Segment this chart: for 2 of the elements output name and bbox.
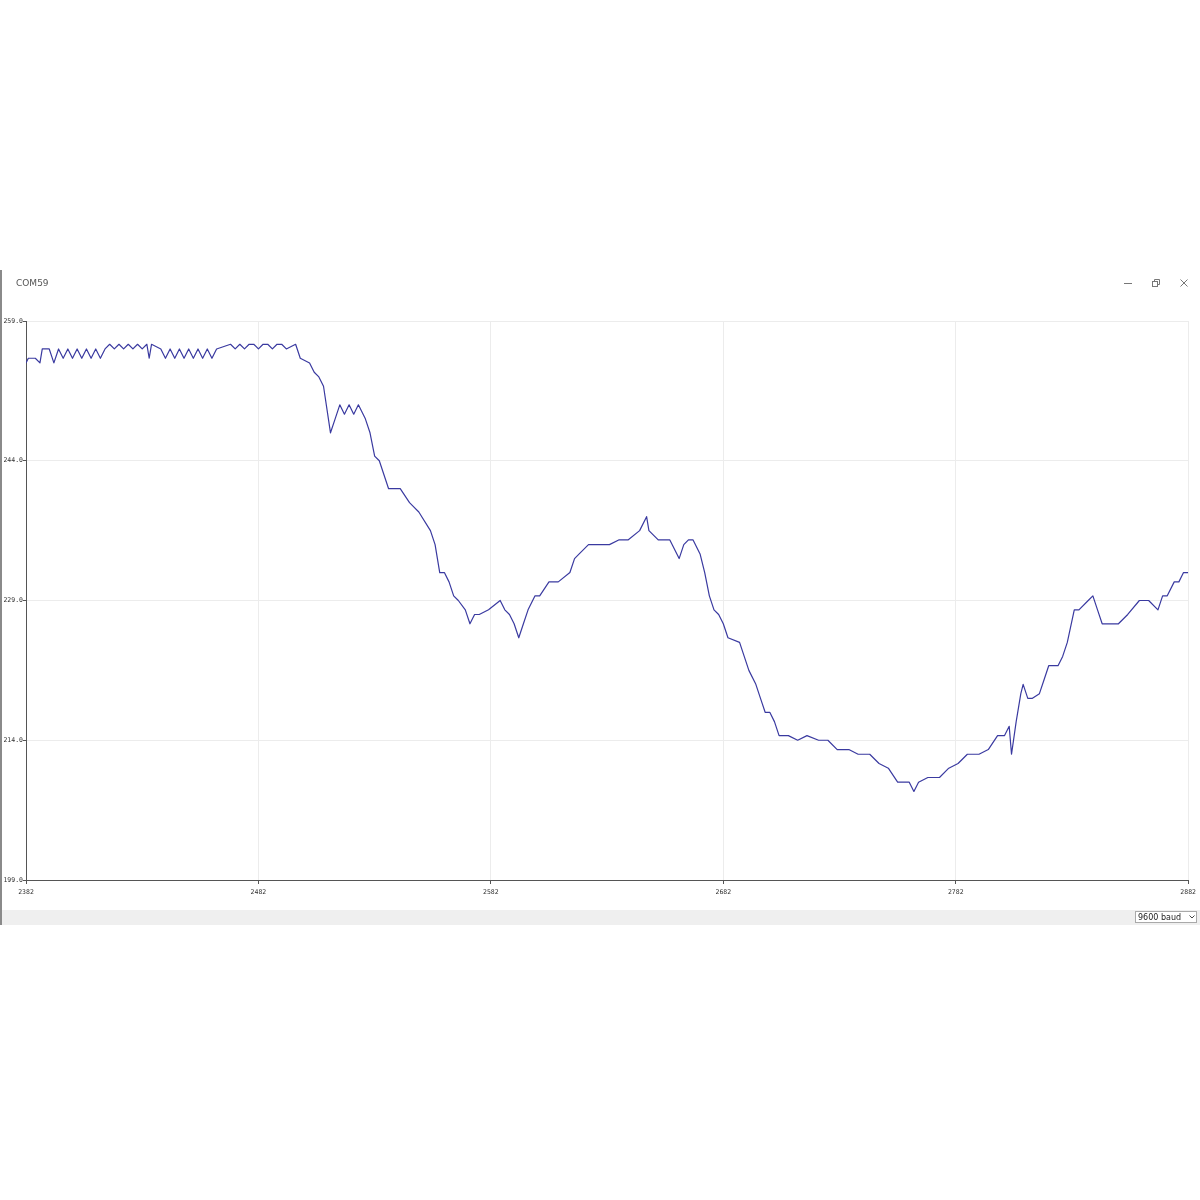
chart-title: COM59	[16, 278, 49, 289]
text: 9600 baud	[1138, 913, 1182, 922]
